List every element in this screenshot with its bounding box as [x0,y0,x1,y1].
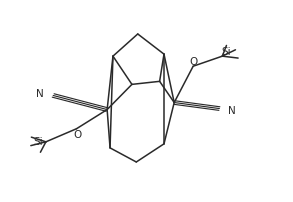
Text: O: O [189,57,197,67]
Text: Si: Si [221,47,231,57]
Text: O: O [74,129,82,139]
Text: N: N [228,105,236,115]
Text: N: N [36,89,44,99]
Text: Si: Si [34,136,43,146]
